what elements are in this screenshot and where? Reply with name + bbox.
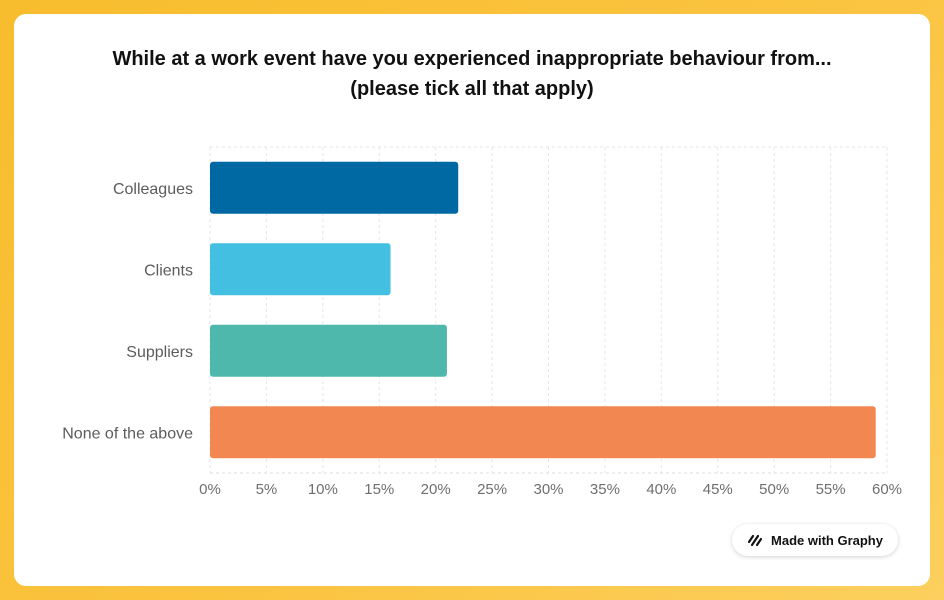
category-label: Colleagues xyxy=(113,181,193,198)
category-label: None of the above xyxy=(62,425,193,442)
x-tick-labels: 0% 5% 10% 15% 20% 25% 30% 35% 40% 45% 50% 55% 60% xyxy=(199,481,902,498)
bar-suppliers[interactable] xyxy=(210,324,447,377)
x-tick-label: 5% xyxy=(256,481,278,498)
bar-none-of-the-above[interactable] xyxy=(210,406,876,459)
x-tick-label: 20% xyxy=(421,481,451,498)
bar-colleagues[interactable] xyxy=(210,161,459,214)
made-with-graphy-badge[interactable]: Made with Graphy xyxy=(732,524,898,556)
category-labels: Colleagues Clients Suppliers None of the ab… xyxy=(62,181,193,443)
x-tick-label: 45% xyxy=(703,481,733,498)
x-tick-label: 30% xyxy=(533,481,563,498)
category-label: Clients xyxy=(144,262,193,279)
graphy-logo-icon xyxy=(747,534,763,547)
bars xyxy=(210,161,876,459)
bar-clients[interactable] xyxy=(210,243,391,296)
x-tick-label: 50% xyxy=(759,481,789,498)
category-label: Suppliers xyxy=(126,344,193,361)
chart-title: While at a work event have you experienc… xyxy=(14,44,930,104)
x-tick-label: 10% xyxy=(308,481,338,498)
x-tick-label: 15% xyxy=(364,481,394,498)
chart-card: While at a work event have you experienc… xyxy=(14,14,930,586)
badge-label: Made with Graphy xyxy=(771,532,883,548)
chart-title-line-2: (please tick all that apply) xyxy=(350,78,594,100)
x-tick-label: 0% xyxy=(199,481,221,498)
chart-title-line-1: While at a work event have you experienc… xyxy=(112,48,832,70)
x-tick-label: 40% xyxy=(646,481,676,498)
x-tick-label: 35% xyxy=(590,481,620,498)
x-tick-label: 60% xyxy=(872,481,902,498)
x-tick-label: 55% xyxy=(816,481,846,498)
x-tick-label: 25% xyxy=(477,481,507,498)
